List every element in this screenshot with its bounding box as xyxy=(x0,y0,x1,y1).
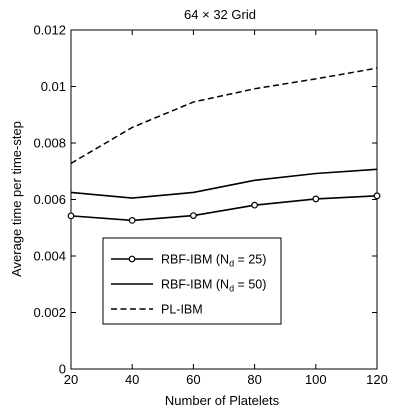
legend-label-main: RBF-IBM (N xyxy=(161,253,229,267)
x-tick-label: 40 xyxy=(125,372,139,387)
x-tick-label: 120 xyxy=(366,372,388,387)
y-tick-label: 0.012 xyxy=(33,23,66,38)
x-tick-label: 60 xyxy=(186,372,200,387)
x-tick-label: 100 xyxy=(305,372,327,387)
y-tick-label: 0.008 xyxy=(33,136,66,151)
x-tick-label: 20 xyxy=(64,372,78,387)
legend-label-1: RBF-IBM (Nd = 25) xyxy=(161,253,266,269)
series-1-point xyxy=(128,217,136,224)
x-axis: 20 40 60 80 100 120 xyxy=(64,30,388,387)
series-1-point xyxy=(189,212,197,220)
legend-label-subscript: d xyxy=(229,259,234,269)
legend-label-main: RBF-IBM (N xyxy=(161,278,229,292)
series-line-1 xyxy=(70,195,378,222)
legend-label-2: RBF-IBM (Nd = 50) xyxy=(161,278,266,294)
x-axis-label: Number of Platelets xyxy=(165,393,280,408)
legend-label-subscript: d xyxy=(229,284,234,294)
legend-label-tail: = 25) xyxy=(234,253,266,267)
y-tick-label: 0.006 xyxy=(33,192,66,207)
series-1-point xyxy=(312,195,320,203)
legend: RBF-IBM (Nd = 25)RBF-IBM (Nd = 50)PL-IBM xyxy=(102,237,282,325)
legend-label-tail: = 50) xyxy=(234,278,266,292)
y-axis: 0 0.002 0.004 0.006 0.008 0.01 0.012 xyxy=(33,23,377,377)
series-1-point xyxy=(67,212,75,220)
series-line-2 xyxy=(70,168,378,199)
chart-title: 64 × 32 Grid xyxy=(184,7,256,22)
series-1-point xyxy=(373,192,381,200)
legend-marker-1 xyxy=(128,255,136,263)
series-layer xyxy=(67,67,381,224)
y-tick-label: 0.01 xyxy=(41,79,66,94)
series-line-3 xyxy=(70,67,378,164)
x-tick-label: 80 xyxy=(247,372,261,387)
y-tick-label: 0.002 xyxy=(33,305,66,320)
y-tick-label: 0 xyxy=(59,362,66,377)
y-axis-label: Average time per time-step xyxy=(9,121,24,277)
series-1-point xyxy=(251,201,259,209)
y-tick-label: 0.004 xyxy=(33,249,66,264)
legend-label-3: PL-IBM xyxy=(161,303,203,317)
legend-label-main: PL-IBM xyxy=(161,303,203,317)
